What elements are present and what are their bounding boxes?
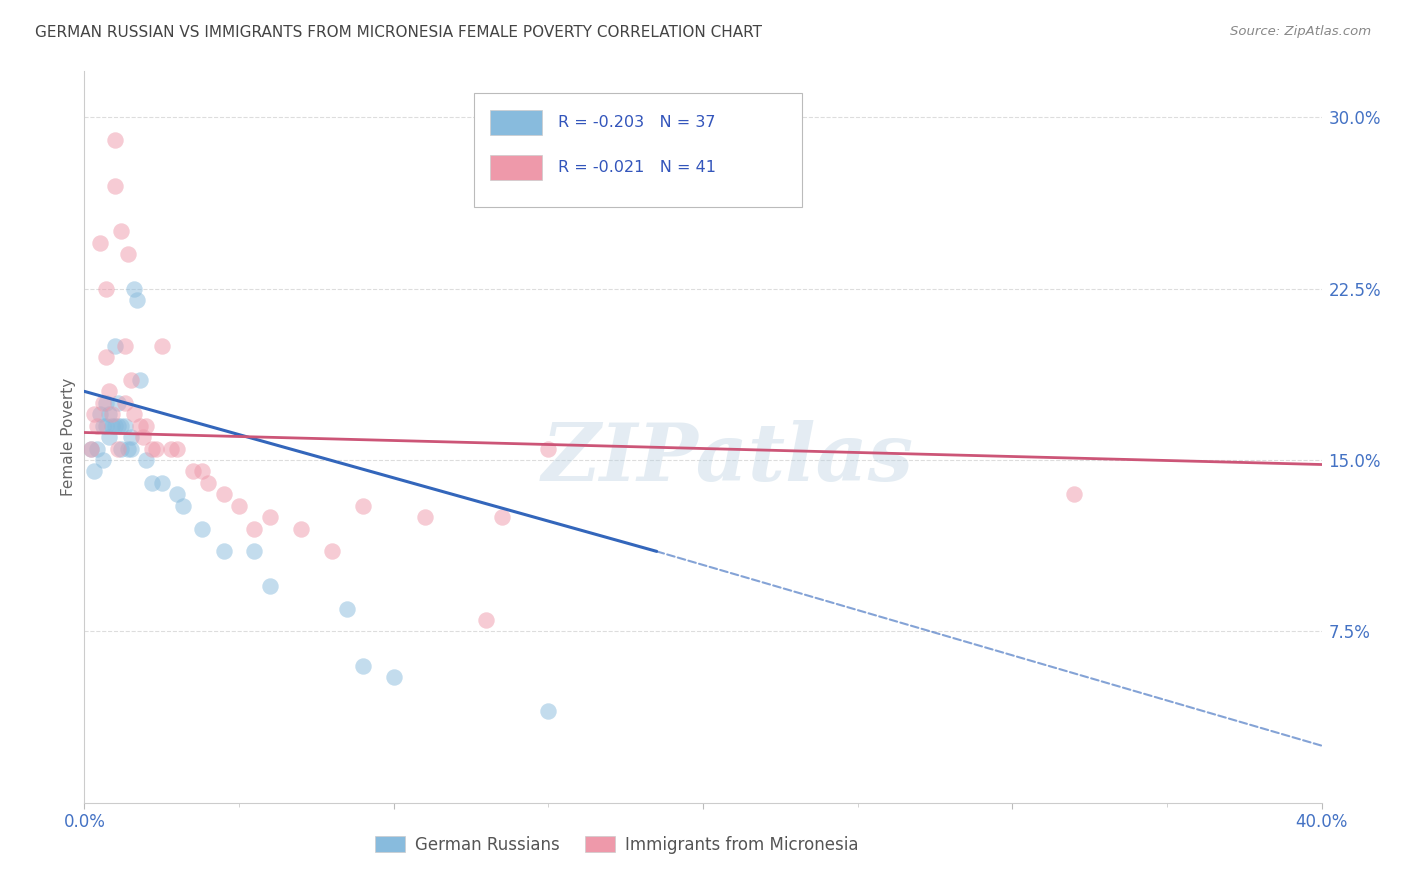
FancyBboxPatch shape bbox=[474, 94, 801, 207]
Point bbox=[197, 475, 219, 490]
Text: ZIPatlas: ZIPatlas bbox=[541, 420, 914, 498]
Legend: German Russians, Immigrants from Micronesia: German Russians, Immigrants from Microne… bbox=[368, 829, 865, 860]
Point bbox=[132, 430, 155, 444]
Point bbox=[160, 442, 183, 456]
Point bbox=[107, 442, 129, 456]
Point bbox=[89, 407, 111, 421]
Point bbox=[91, 453, 114, 467]
Point bbox=[228, 499, 250, 513]
Text: GERMAN RUSSIAN VS IMMIGRANTS FROM MICRONESIA FEMALE POVERTY CORRELATION CHART: GERMAN RUSSIAN VS IMMIGRANTS FROM MICRON… bbox=[35, 25, 762, 40]
Point bbox=[117, 247, 139, 261]
Point bbox=[89, 235, 111, 250]
Point bbox=[104, 133, 127, 147]
Point bbox=[135, 418, 157, 433]
Point bbox=[191, 464, 214, 478]
Point bbox=[150, 475, 173, 490]
Point bbox=[382, 670, 405, 684]
Text: R = -0.021   N = 41: R = -0.021 N = 41 bbox=[558, 161, 716, 176]
Point bbox=[141, 475, 163, 490]
Point bbox=[172, 499, 194, 513]
Point bbox=[125, 293, 148, 307]
Point bbox=[122, 281, 145, 295]
Point bbox=[181, 464, 204, 478]
Point bbox=[86, 442, 108, 456]
Point bbox=[117, 442, 139, 456]
Point bbox=[104, 178, 127, 193]
Point bbox=[79, 442, 101, 456]
Point bbox=[83, 464, 105, 478]
Point bbox=[114, 338, 136, 352]
Point bbox=[104, 418, 127, 433]
Point bbox=[243, 521, 266, 535]
Point bbox=[491, 510, 513, 524]
Point bbox=[86, 418, 108, 433]
Point bbox=[135, 453, 157, 467]
Point bbox=[94, 350, 117, 364]
Point bbox=[104, 338, 127, 352]
Point bbox=[98, 384, 121, 399]
Point bbox=[352, 499, 374, 513]
Point bbox=[107, 396, 129, 410]
Point bbox=[94, 418, 117, 433]
Point bbox=[122, 407, 145, 421]
Point bbox=[94, 281, 117, 295]
Point bbox=[290, 521, 312, 535]
Point bbox=[101, 407, 124, 421]
FancyBboxPatch shape bbox=[491, 155, 543, 180]
Point bbox=[94, 396, 117, 410]
Text: Source: ZipAtlas.com: Source: ZipAtlas.com bbox=[1230, 25, 1371, 38]
Point bbox=[91, 396, 114, 410]
Point bbox=[166, 487, 188, 501]
Point bbox=[166, 442, 188, 456]
Text: R = -0.203   N = 37: R = -0.203 N = 37 bbox=[558, 115, 716, 130]
Point bbox=[413, 510, 436, 524]
Point bbox=[212, 487, 235, 501]
Point bbox=[191, 521, 214, 535]
Point bbox=[352, 658, 374, 673]
Point bbox=[83, 407, 105, 421]
Point bbox=[110, 442, 132, 456]
Point bbox=[110, 418, 132, 433]
Point bbox=[537, 442, 560, 456]
Point bbox=[321, 544, 343, 558]
Point bbox=[91, 418, 114, 433]
Point bbox=[336, 601, 359, 615]
Point bbox=[537, 705, 560, 719]
FancyBboxPatch shape bbox=[491, 110, 543, 135]
Point bbox=[120, 373, 142, 387]
Point bbox=[79, 442, 101, 456]
Point bbox=[114, 418, 136, 433]
Point bbox=[150, 338, 173, 352]
Point bbox=[141, 442, 163, 456]
Point bbox=[98, 430, 121, 444]
Point bbox=[101, 418, 124, 433]
Point bbox=[475, 613, 498, 627]
Point bbox=[145, 442, 167, 456]
Point bbox=[259, 510, 281, 524]
Point bbox=[1063, 487, 1085, 501]
Point bbox=[120, 430, 142, 444]
Point bbox=[259, 579, 281, 593]
Point bbox=[114, 396, 136, 410]
Point bbox=[243, 544, 266, 558]
Point bbox=[110, 224, 132, 238]
Point bbox=[212, 544, 235, 558]
Point bbox=[98, 407, 121, 421]
Point bbox=[129, 418, 152, 433]
Point bbox=[120, 442, 142, 456]
Point bbox=[107, 418, 129, 433]
Point bbox=[129, 373, 152, 387]
Y-axis label: Female Poverty: Female Poverty bbox=[60, 378, 76, 496]
